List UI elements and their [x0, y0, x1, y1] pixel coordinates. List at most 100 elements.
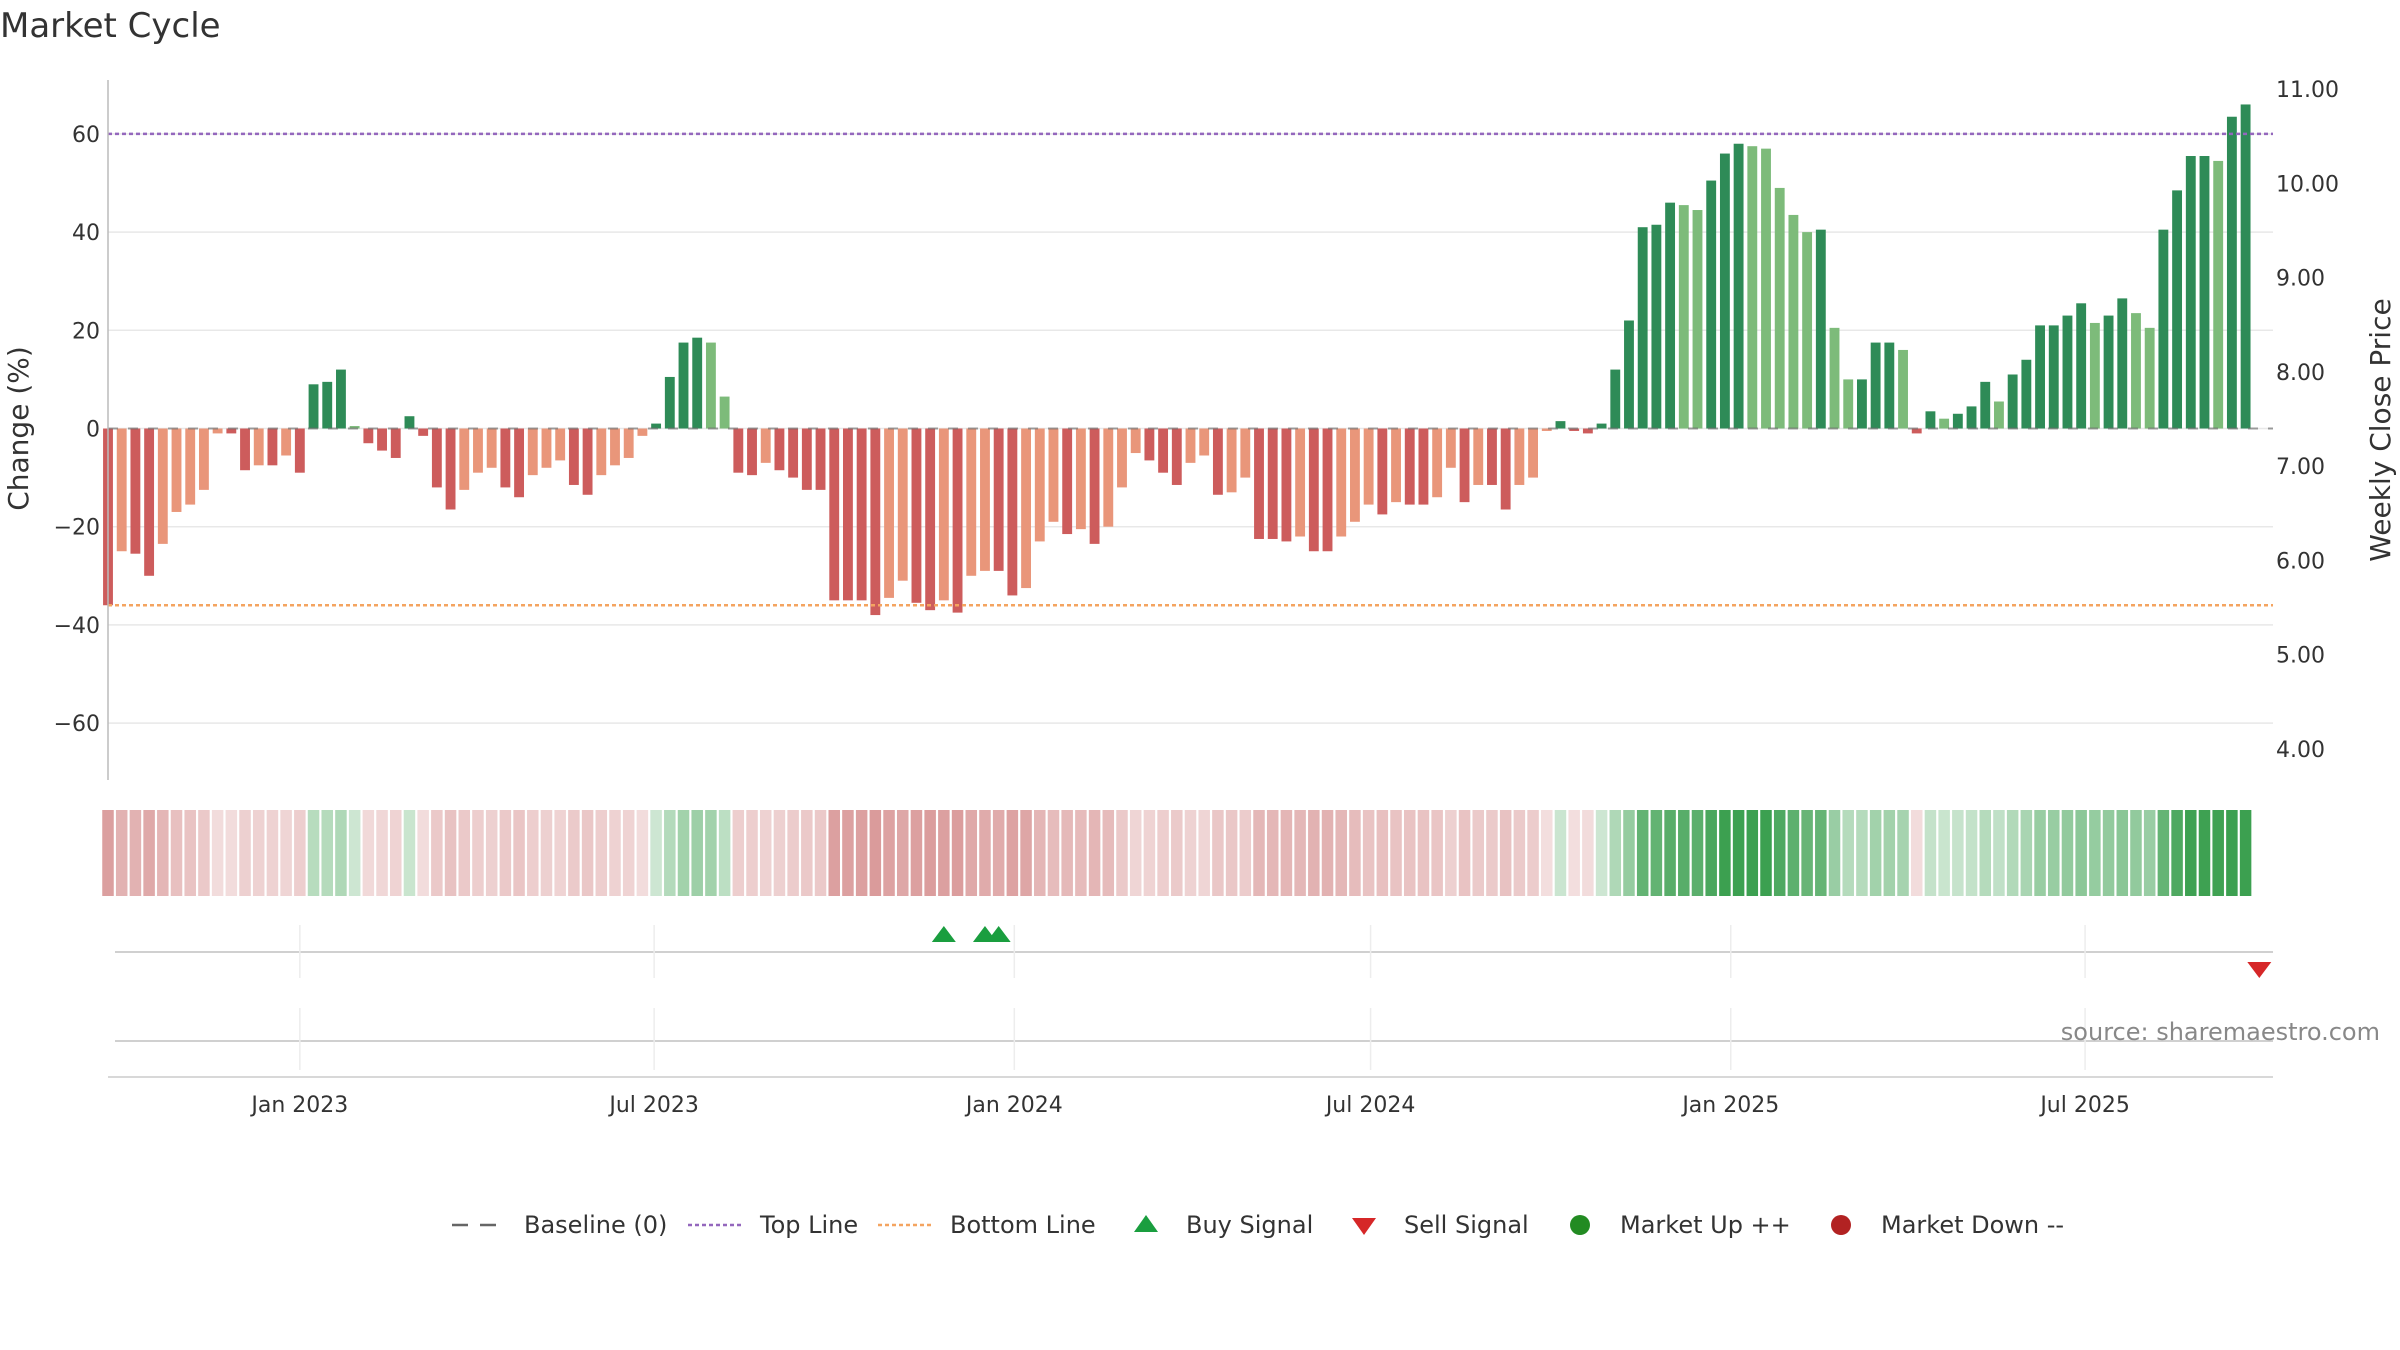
heat-cell: [280, 810, 292, 896]
heat-cell: [2061, 810, 2074, 896]
cycle-bar: [527, 428, 538, 476]
heat-cell: [472, 810, 484, 896]
cycle-bar: [1761, 148, 1771, 429]
cycle-bar: [1706, 180, 1717, 429]
heat-cell: [2075, 810, 2087, 896]
heat-cell: [1266, 810, 1279, 896]
cycle-bar: [431, 428, 442, 488]
heat-cell: [1184, 810, 1197, 896]
heat-cell: [773, 810, 786, 896]
heat-cell: [1417, 810, 1430, 896]
heat-cell: [759, 810, 772, 896]
cycle-bar: [1130, 428, 1141, 454]
cycle-bar: [2226, 116, 2237, 429]
cycle-bar: [774, 428, 785, 471]
heat-cell: [362, 810, 375, 896]
heat-cell: [664, 810, 676, 896]
heat-cell: [1376, 810, 1389, 896]
cycle-bar: [980, 428, 990, 571]
heat-cell: [1527, 810, 1539, 896]
heat-cell: [1143, 810, 1156, 896]
y2-tick-label: 11.00: [2276, 78, 2339, 103]
heat-cell: [1280, 810, 1293, 896]
heat-cell: [1924, 810, 1937, 896]
legend-marker-buy: [1134, 1215, 1158, 1232]
cycle-bar: [1336, 428, 1347, 537]
heat-cell: [2171, 810, 2183, 896]
cycle-bar: [1994, 401, 2004, 429]
cycle-bar: [1212, 428, 1223, 495]
heat-cell: [1815, 810, 1827, 896]
heat-cell: [335, 810, 347, 896]
heat-cell: [1582, 810, 1594, 896]
cycle-bar: [925, 428, 936, 611]
heat-cell: [1088, 810, 1101, 896]
cycle-bar: [1569, 428, 1580, 431]
cycle-bar: [1226, 428, 1237, 493]
y-tick-label: 20: [72, 319, 100, 344]
cycle-bar: [1898, 349, 1908, 429]
cycle-bar: [144, 428, 155, 576]
heat-cell: [1362, 810, 1375, 896]
legend-item: Market Down --: [1831, 1211, 2064, 1239]
cycle-bar: [1637, 227, 1648, 429]
cycle-bar: [1500, 428, 1511, 510]
heat-cell: [458, 810, 471, 896]
cycle-bar: [1267, 428, 1278, 539]
heat-cell: [1636, 810, 1649, 896]
cycle-bar: [1843, 379, 1854, 429]
cycle-bar: [418, 428, 429, 436]
heat-cell: [184, 810, 196, 896]
legend-marker-market-down: [1831, 1215, 1851, 1235]
cycle-bar: [733, 428, 744, 473]
legend-marker-sell: [1352, 1218, 1376, 1235]
heat-cell: [1801, 810, 1813, 896]
heat-cell: [938, 810, 950, 896]
cycle-bar: [692, 337, 703, 429]
heat-cell: [705, 810, 717, 896]
cycle-bar: [637, 428, 648, 436]
heat-cell: [1321, 810, 1334, 896]
legend-item: Baseline (0): [452, 1211, 667, 1239]
cycle-bar: [788, 428, 799, 478]
cycle-bar: [719, 396, 730, 429]
cycle-bar: [1582, 428, 1593, 434]
heat-cell: [1869, 810, 1882, 896]
heat-cell: [444, 810, 457, 896]
cycle-bar: [610, 428, 620, 466]
heat-cell: [992, 810, 1005, 896]
y2-axis-title: Weekly Close Price: [2364, 298, 2397, 561]
cycle-bar: [1884, 342, 1895, 429]
cycle-bar: [1829, 327, 1840, 429]
cycle-bar: [2199, 156, 2210, 429]
cycle-bar: [130, 428, 141, 554]
heat-cell: [883, 810, 895, 896]
bars-layer: [103, 104, 2251, 616]
cycle-bar: [1774, 187, 1785, 429]
heat-cell: [1335, 810, 1347, 896]
heat-cell: [170, 810, 183, 896]
cycle-bar: [966, 428, 977, 576]
heat-cell: [239, 810, 251, 896]
cycle-bar: [1733, 143, 1744, 429]
heat-cell: [1006, 810, 1019, 896]
cycle-bar: [1349, 428, 1360, 522]
heat-cell: [2226, 810, 2238, 896]
cycle-bar: [445, 428, 456, 510]
heat-cell: [1171, 810, 1183, 896]
heat-cell: [1157, 810, 1169, 896]
heat-cell: [1431, 810, 1443, 896]
legend-item: Buy Signal: [1134, 1211, 1313, 1239]
cycle-bar: [1952, 413, 1963, 429]
cycle-bar: [2185, 156, 2196, 429]
cycle-bar: [2213, 160, 2224, 429]
cycle-bar: [1404, 428, 1415, 505]
heat-cell: [979, 810, 991, 896]
heat-cell: [1609, 810, 1622, 896]
cycle-bar: [623, 428, 634, 458]
y-tick-label: −60: [54, 712, 100, 737]
cycle-bar: [1117, 428, 1127, 488]
cycle-bar: [1089, 428, 1100, 544]
cycle-bar: [404, 416, 415, 429]
cycle-bar: [541, 428, 552, 468]
